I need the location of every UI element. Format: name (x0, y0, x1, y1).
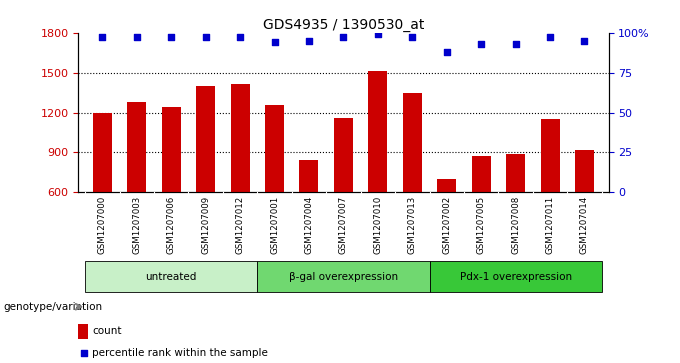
Text: GSM1207000: GSM1207000 (98, 196, 107, 254)
Text: GSM1207012: GSM1207012 (235, 196, 245, 254)
Point (78, 351, 89, 356)
Text: GSM1207005: GSM1207005 (477, 196, 486, 254)
Bar (78, 324, 88, 339)
Bar (575, 150, 594, 192)
Text: GSM1207009: GSM1207009 (201, 196, 210, 254)
Text: GSM1207014: GSM1207014 (580, 196, 589, 254)
Point (338, 34, 349, 40)
Text: count: count (92, 326, 122, 336)
Bar (162, 107, 181, 192)
Text: untreated: untreated (146, 272, 197, 282)
Point (579, 38, 590, 44)
Point (407, 34, 418, 40)
Point (545, 34, 556, 40)
Bar (265, 105, 284, 192)
FancyBboxPatch shape (257, 261, 430, 292)
Bar (506, 154, 525, 192)
Bar (231, 84, 250, 192)
Text: GSM1207010: GSM1207010 (373, 196, 382, 254)
Point (510, 41, 521, 47)
Text: GSM1207003: GSM1207003 (132, 196, 141, 254)
Text: GSM1207008: GSM1207008 (511, 196, 520, 254)
Text: Pdx-1 overexpression: Pdx-1 overexpression (460, 272, 572, 282)
Text: GSM1207007: GSM1207007 (339, 196, 348, 254)
Bar (299, 160, 318, 192)
Bar (541, 119, 560, 192)
Point (373, 31, 384, 37)
Text: β-gal overexpression: β-gal overexpression (289, 272, 398, 282)
FancyBboxPatch shape (430, 261, 602, 292)
Point (131, 34, 142, 40)
Text: genotype/variation: genotype/variation (3, 302, 103, 312)
Point (303, 38, 314, 44)
Text: GSM1207001: GSM1207001 (270, 196, 279, 254)
Point (200, 34, 211, 40)
Point (97, 34, 107, 40)
Bar (369, 71, 388, 192)
Point (476, 41, 487, 47)
Bar (472, 156, 491, 192)
FancyBboxPatch shape (85, 261, 257, 292)
Text: GSM1207004: GSM1207004 (305, 196, 313, 254)
Point (166, 34, 177, 40)
Bar (403, 93, 422, 192)
Title: GDS4935 / 1390530_at: GDS4935 / 1390530_at (262, 18, 424, 32)
Point (441, 49, 452, 55)
Bar (334, 118, 353, 192)
Text: GSM1207006: GSM1207006 (167, 196, 175, 254)
Bar (437, 179, 456, 192)
Text: GSM1207013: GSM1207013 (408, 196, 417, 254)
Bar (196, 86, 215, 192)
Text: percentile rank within the sample: percentile rank within the sample (92, 348, 269, 358)
Bar (127, 102, 146, 192)
Text: GSM1207011: GSM1207011 (545, 196, 555, 254)
Point (235, 34, 245, 40)
Bar (93, 113, 112, 192)
Text: GSM1207002: GSM1207002 (442, 196, 452, 254)
Point (269, 39, 280, 45)
